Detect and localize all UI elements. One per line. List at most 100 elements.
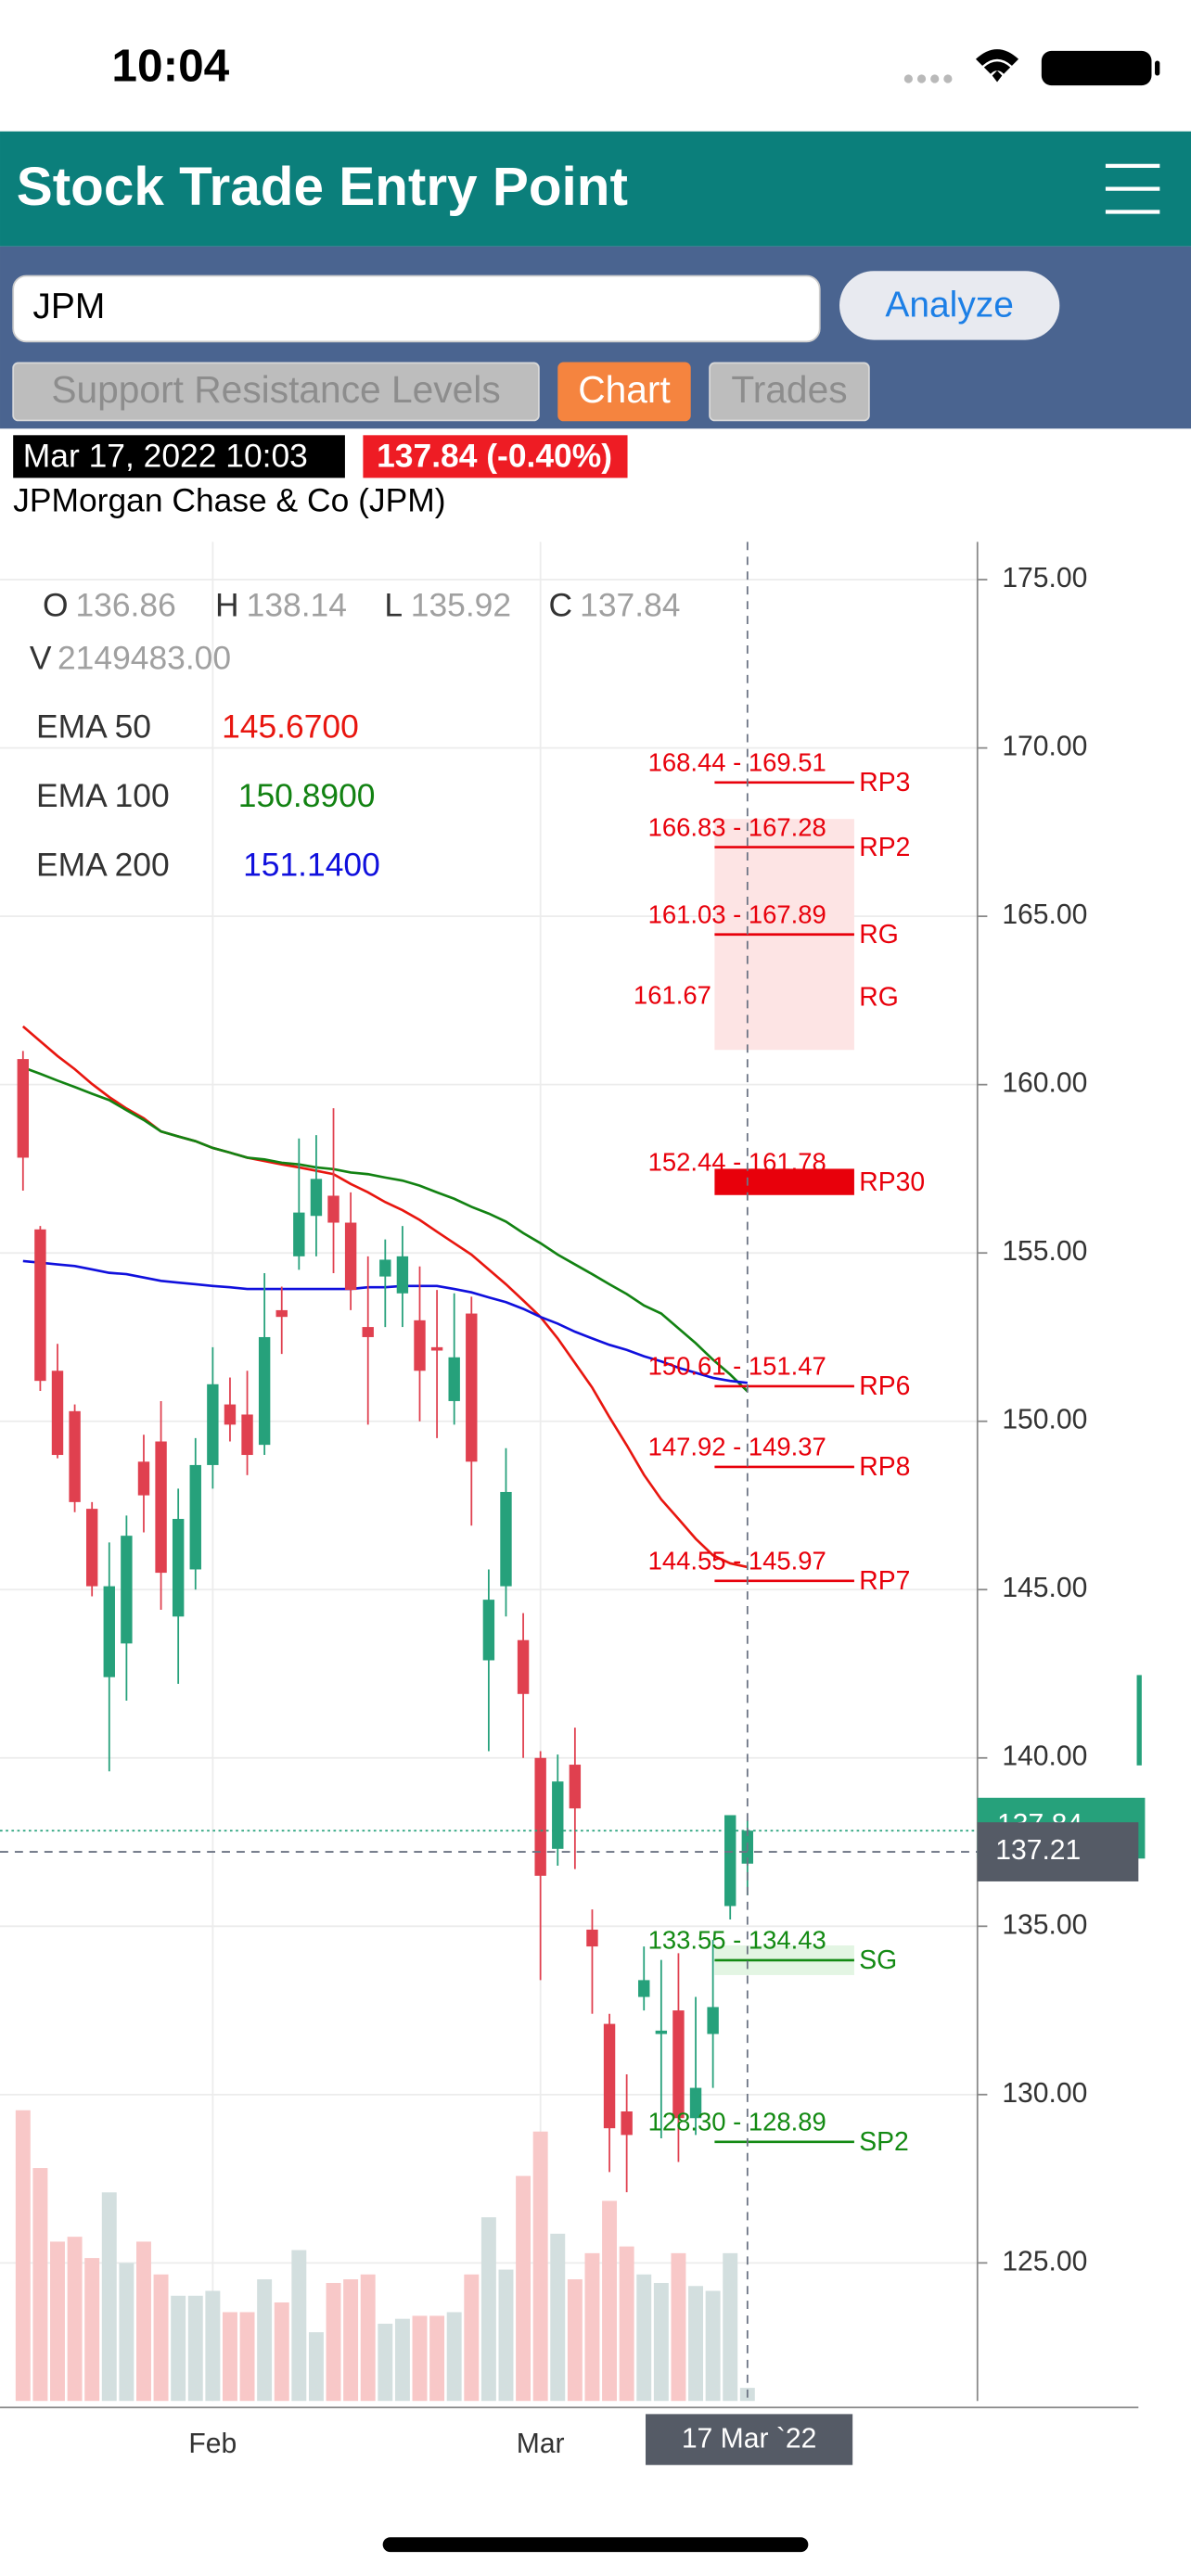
side-marker (1136, 1675, 1142, 1766)
x-tick-label: Mar (517, 2429, 565, 2459)
crosshair-y-box (977, 1822, 1139, 1881)
ohlc-letter: O (43, 587, 69, 624)
legend-name: EMA 50 (36, 708, 151, 746)
volume-bar (171, 2295, 186, 2402)
legend-name: EMA 100 (36, 777, 170, 814)
candle-body (189, 1464, 201, 1570)
status-time: 10:04 (111, 39, 229, 91)
level-line (714, 1168, 854, 1195)
volume-bar (239, 2312, 255, 2402)
candle-body (500, 1491, 512, 1587)
candle-body (85, 1509, 98, 1587)
app-header (0, 131, 1191, 247)
volume-bar (378, 2323, 393, 2402)
tab[interactable] (12, 362, 540, 422)
volume-bar (119, 2263, 134, 2402)
candle-body (586, 1929, 598, 1947)
tab-label: Support Resistance Levels (51, 368, 500, 411)
candle-body (103, 1586, 115, 1677)
chart: 125.00 130.00 135.00 140.00 145.00 150.00 155.… (0, 542, 1146, 2466)
volume-bar (343, 2279, 359, 2402)
level-range: 150.61 - 151.47 (648, 1352, 826, 1381)
volume-bar (187, 2295, 203, 2402)
level-range: 166.83 - 167.28 (648, 812, 826, 841)
symbol-text: JPM (32, 287, 105, 326)
candle-body (448, 1357, 460, 1401)
volume-bar (360, 2274, 376, 2402)
volume-bar (705, 2290, 721, 2402)
volume-bar (32, 2168, 48, 2402)
candle-body (689, 2087, 702, 2119)
volume-bar (688, 2286, 704, 2402)
candle-body (224, 1404, 237, 1425)
y-tick-label: 140.00 (1002, 1741, 1087, 1772)
candle-body (603, 2023, 616, 2129)
volume-bar (326, 2282, 341, 2402)
candle-body (534, 1757, 546, 1876)
volume-bar (67, 2237, 83, 2402)
volume-bar (136, 2241, 151, 2402)
ohlc-letter: L (384, 587, 403, 624)
status-icons (903, 49, 1160, 86)
y-tick-label: 155.00 (1002, 1236, 1087, 1267)
ohlc-value: 138.14 (247, 587, 347, 624)
volume-bar (550, 2233, 566, 2402)
level-name: RP3 (859, 768, 910, 797)
ohlc-value: 2149483.00 (58, 639, 231, 676)
timestamp: Mar 17, 2022 10:03 (23, 437, 308, 474)
candle-body (569, 1765, 582, 1809)
volume-bar (584, 2252, 600, 2402)
candle-body (638, 1980, 650, 1997)
volume-bar (429, 2315, 445, 2402)
level-name: SG (859, 1945, 897, 1975)
ohlc-value: 136.86 (75, 587, 175, 624)
y-tick-label: 150.00 (1002, 1405, 1087, 1435)
y-tick-label: 175.00 (1002, 563, 1087, 593)
level-range: 128.30 - 128.89 (648, 2108, 826, 2136)
level-range: 133.55 - 134.43 (648, 1926, 826, 1955)
level-name: RP6 (859, 1371, 910, 1401)
candle-body (17, 1059, 30, 1158)
candle-body (414, 1320, 426, 1371)
level-range: 144.55 - 145.97 (648, 1547, 826, 1575)
volume-bar (723, 2252, 738, 2402)
y-tick-label: 125.00 (1002, 2246, 1087, 2276)
company-name: JPMorgan Chase & Co (JPM) (13, 481, 445, 518)
ohlc-value: 135.92 (411, 587, 511, 624)
symbol-input[interactable] (12, 274, 821, 343)
volume-bar (602, 2200, 618, 2402)
menu-button[interactable] (1105, 163, 1160, 214)
crosshair-x-label: 17 Mar `22 (682, 2424, 817, 2455)
volume-bar (412, 2315, 428, 2402)
candle-body (258, 1336, 271, 1446)
ema-line (22, 1065, 749, 1393)
x-tick-label: Feb (188, 2429, 237, 2459)
level-range: 168.44 - 169.51 (648, 748, 826, 777)
candle-body (137, 1461, 150, 1496)
y-tick-label: 145.00 (1002, 1573, 1087, 1603)
tab-label: Chart (578, 368, 671, 411)
volume-bar (274, 2302, 289, 2402)
volume-bar (480, 2217, 496, 2402)
tab[interactable] (709, 362, 870, 422)
level-range: 147.92 - 149.37 (648, 1433, 826, 1461)
ohlc-letter: H (215, 587, 239, 624)
volume-bar (498, 2269, 514, 2402)
y-tick-label: 165.00 (1002, 899, 1087, 930)
crosshair-x-box (646, 2414, 853, 2466)
candle-body (69, 1410, 81, 1502)
legend-name: EMA 200 (36, 846, 170, 883)
volume-bar (101, 2192, 117, 2402)
analyze-button[interactable] (839, 271, 1060, 340)
level-range: 152.44 - 161.78 (648, 1147, 826, 1176)
candle-body (310, 1179, 323, 1217)
volume-bar (222, 2312, 237, 2402)
candle-body (207, 1384, 219, 1465)
volume-bar (394, 2318, 410, 2402)
legend-value: 151.1400 (243, 846, 380, 883)
ohlc-letter: C (549, 587, 573, 624)
candle-body (172, 1519, 185, 1617)
tab[interactable] (557, 362, 691, 422)
candle-body (672, 2010, 685, 2119)
